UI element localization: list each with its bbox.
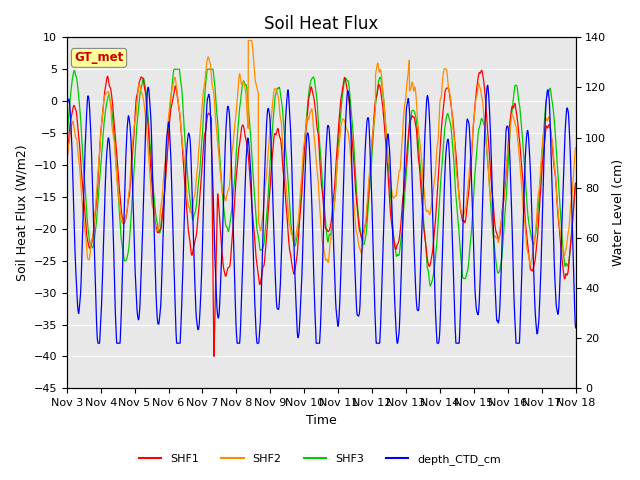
Line: depth_CTD_cm: depth_CTD_cm [67,85,575,343]
depth_CTD_cm [484,83,492,88]
SHF2 [507,118,515,123]
SHF2 [63,155,70,161]
depth_CTD_cm [151,264,159,269]
SHF3 [258,246,266,252]
SHF1 [121,219,129,225]
depth_CTD_cm [562,116,570,121]
SHF2 [258,217,266,223]
SHF1 [151,218,159,224]
SHF3 [151,205,159,211]
SHF2 [572,144,579,150]
Line: SHF2: SHF2 [67,40,575,265]
SHF3 [562,261,570,267]
SHF1 [63,159,70,165]
SHF3 [426,283,434,289]
depth_CTD_cm [508,193,515,199]
Y-axis label: Water Level (cm): Water Level (cm) [612,159,625,266]
depth_CTD_cm [280,164,288,169]
depth_CTD_cm [94,340,102,346]
Line: SHF3: SHF3 [67,69,575,286]
SHF1 [258,271,266,276]
SHF3 [508,114,515,120]
SHF2 [280,156,288,162]
Legend: SHF1, SHF2, SHF3, depth_CTD_cm: SHF1, SHF2, SHF3, depth_CTD_cm [135,450,505,469]
X-axis label: Time: Time [306,414,337,427]
SHF3 [63,136,70,142]
SHF1 [562,271,570,276]
SHF2 [121,218,129,224]
SHF1 [508,109,515,115]
SHF3 [280,129,288,135]
SHF1 [572,180,579,186]
SHF3 [170,66,178,72]
SHF1 [210,354,218,360]
SHF1 [478,67,486,73]
Y-axis label: Soil Heat Flux (W/m2): Soil Heat Flux (W/m2) [15,144,28,281]
depth_CTD_cm [572,325,579,331]
SHF2 [151,221,159,227]
SHF2 [244,37,252,43]
depth_CTD_cm [63,105,70,110]
depth_CTD_cm [121,178,129,183]
SHF2 [527,262,534,268]
depth_CTD_cm [258,266,266,272]
SHF2 [562,246,570,252]
SHF3 [121,258,129,264]
SHF1 [280,176,288,181]
Text: GT_met: GT_met [74,51,124,64]
Title: Soil Heat Flux: Soil Heat Flux [264,15,378,33]
SHF3 [572,183,579,189]
Line: SHF1: SHF1 [67,70,575,357]
